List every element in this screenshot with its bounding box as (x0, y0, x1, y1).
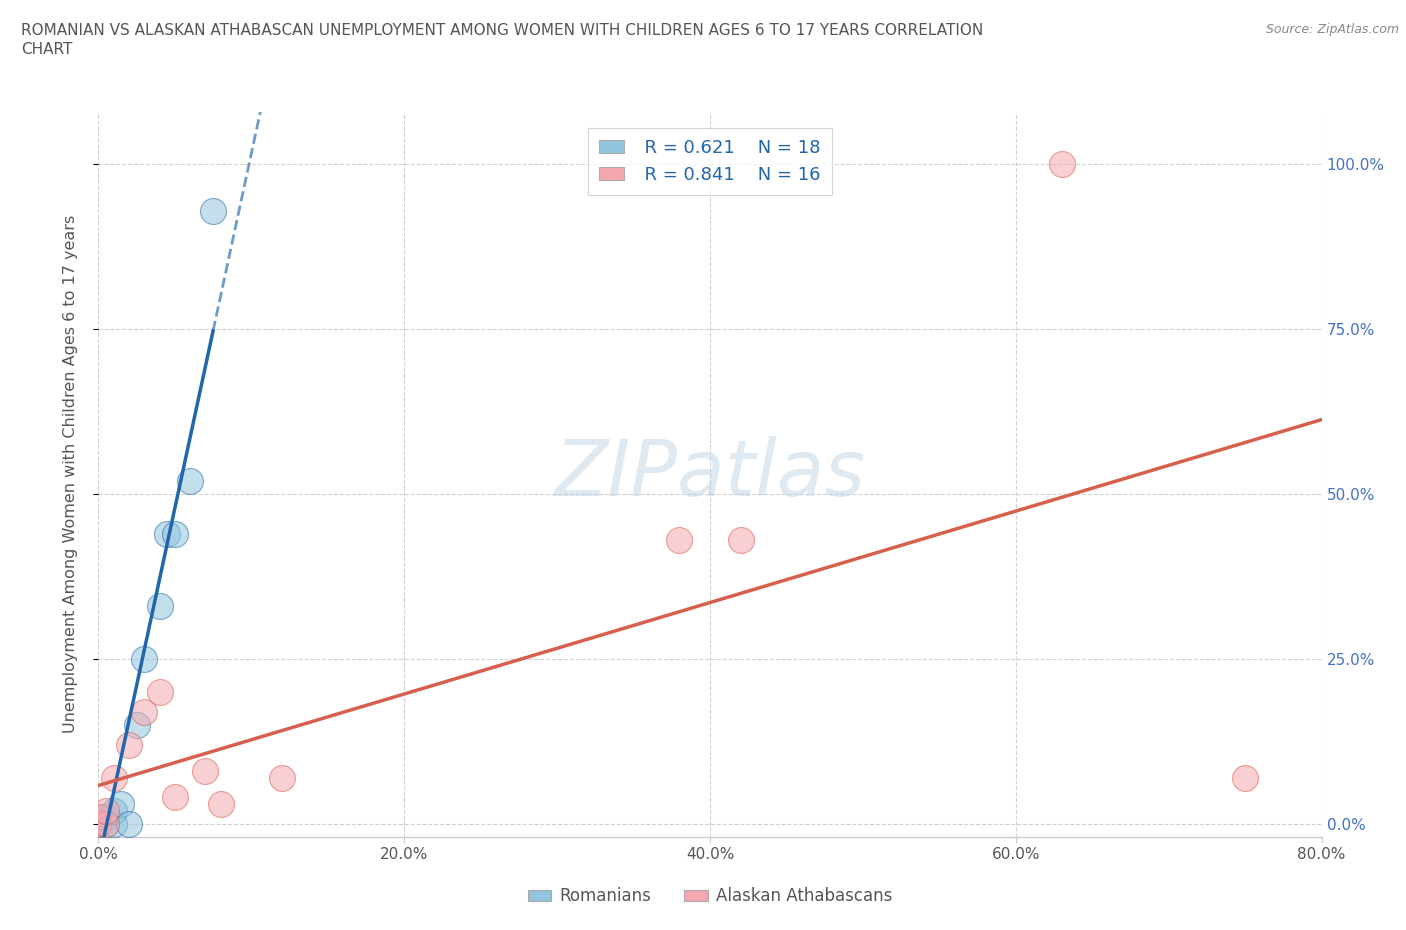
Point (118, 817, 141, 831)
Point (87, 817, 110, 831)
Text: Source: ZipAtlas.com: Source: ZipAtlas.com (1265, 23, 1399, 36)
Point (110, 797, 132, 812)
Point (668, 533, 690, 548)
Point (209, 797, 232, 812)
Text: ZIPatlas: ZIPatlas (554, 436, 866, 512)
Text: ROMANIAN VS ALASKAN ATHABASCAN UNEMPLOYMENT AMONG WOMEN WITH CHILDREN AGES 6 TO : ROMANIAN VS ALASKAN ATHABASCAN UNEMPLOYM… (21, 23, 983, 38)
Point (94, 817, 117, 831)
Point (730, 533, 752, 548)
Point (134, 704, 156, 719)
Point (149, 599, 172, 614)
Point (87, 817, 110, 831)
Point (163, 526, 186, 541)
Y-axis label: Unemployment Among Women with Children Ages 6 to 17 years: Unemployment Among Women with Children A… (63, 215, 77, 734)
Point (149, 684, 172, 699)
Point (103, 817, 125, 831)
Point (1234, 770, 1257, 785)
Point (202, 203, 225, 218)
Point (118, 737, 141, 752)
Point (270, 770, 292, 785)
Point (94, 804, 117, 818)
Point (156, 526, 179, 541)
Text: CHART: CHART (21, 42, 73, 57)
Point (1050, 157, 1073, 172)
Point (179, 473, 201, 488)
Point (134, 652, 156, 667)
Point (87, 813, 110, 828)
Point (87, 817, 110, 831)
Point (94, 817, 117, 831)
Point (194, 764, 217, 778)
Point (87, 810, 110, 825)
Point (94, 810, 117, 825)
Point (103, 804, 125, 818)
Point (87, 810, 110, 825)
Point (103, 770, 125, 785)
Point (87, 817, 110, 831)
Point (125, 717, 148, 732)
Legend: Romanians, Alaskan Athabascans: Romanians, Alaskan Athabascans (520, 881, 900, 912)
Point (163, 790, 186, 804)
